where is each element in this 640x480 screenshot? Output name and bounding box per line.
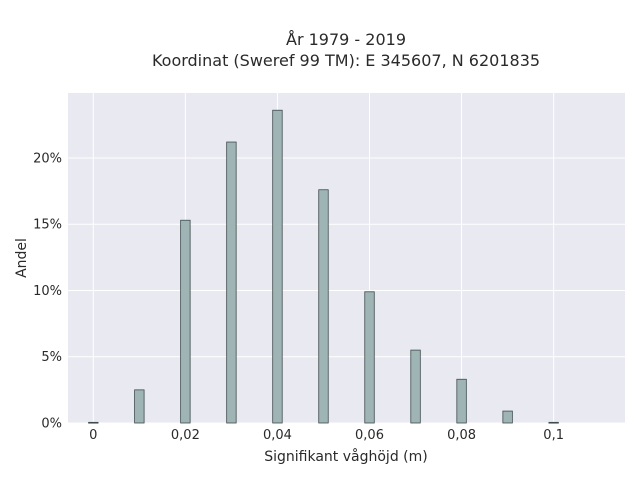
histogram-bar — [318, 189, 329, 424]
x-tick-label: 0,08 — [447, 428, 476, 443]
histogram-bar — [272, 109, 283, 424]
y-tick-label: 20% — [33, 151, 62, 166]
histogram-bar — [88, 421, 99, 424]
y-axis-label: Andel — [14, 238, 30, 278]
y-tick-label: 0% — [41, 417, 62, 432]
histogram-bar — [456, 378, 467, 424]
x-axis-ticks: 0 0,02 0,04 0,06 0,08 0,1 — [89, 428, 564, 443]
y-axis-ticks: 0% 5% 10% 15% 20% — [33, 151, 62, 431]
chart-title-line2: Koordinat (Sweref 99 TM): E 345607, N 62… — [152, 51, 540, 70]
histogram-bar — [364, 291, 375, 424]
histogram-bar — [410, 349, 421, 424]
x-tick-label: 0,02 — [171, 428, 200, 443]
histogram-bar — [180, 219, 191, 424]
bar-series — [88, 109, 559, 424]
histogram-bar — [134, 389, 145, 424]
y-tick-label: 5% — [41, 350, 62, 365]
y-tick-label: 10% — [33, 284, 62, 299]
x-tick-label: 0 — [89, 428, 97, 443]
chart-title-line1: År 1979 - 2019 — [286, 30, 406, 49]
histogram-bar — [548, 421, 559, 424]
x-tick-label: 0,04 — [263, 428, 292, 443]
y-tick-label: 15% — [33, 218, 62, 233]
plot-area — [68, 93, 625, 423]
histogram-bar — [226, 141, 237, 424]
histogram-bar — [502, 410, 513, 424]
x-axis-label: Signifikant våghöjd (m) — [264, 448, 427, 465]
x-tick-label: 0,1 — [543, 428, 564, 443]
x-tick-label: 0,06 — [355, 428, 384, 443]
